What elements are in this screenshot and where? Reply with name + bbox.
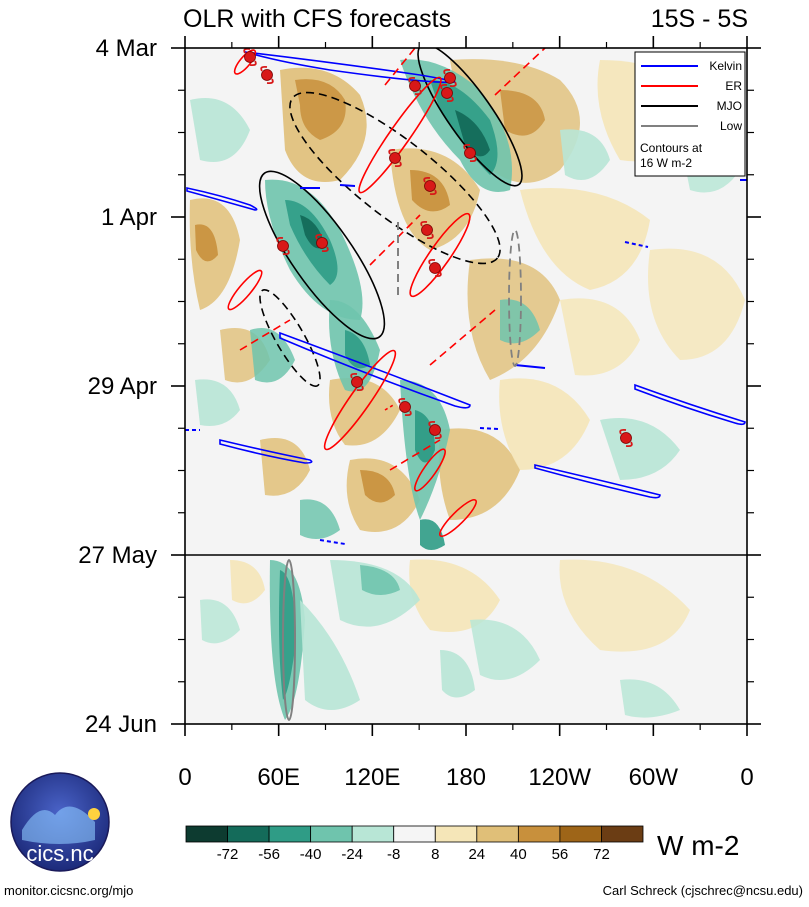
footer-credit: Carl Schreck (cjschrec@ncsu.edu) [603, 883, 803, 898]
tropical-cyclone-icon [398, 397, 412, 417]
legend-label-low: Low [720, 119, 742, 133]
colorbar-bin [351, 825, 395, 843]
y-tick-label: 29 Apr [88, 373, 157, 400]
tropical-cyclone-icon [350, 372, 364, 392]
olr-anomaly-field [189, 59, 745, 720]
tropical-cyclone-icon [443, 68, 457, 88]
tropical-cyclone-icon [428, 258, 442, 278]
x-tick-label: 0 [178, 764, 191, 791]
tropical-cyclone-icon [276, 236, 290, 256]
y-tick-labels: 4 Mar 1 Apr 29 Apr 27 May 24 Jun [78, 35, 157, 738]
cicsnc-logo: cics.nc [10, 772, 110, 872]
axis-ticks [171, 36, 761, 736]
colorbar-bin [434, 825, 478, 843]
x-tick-label: 60W [629, 764, 679, 791]
colorbar-tick-label: -40 [300, 846, 322, 863]
colorbar-bin [310, 825, 353, 843]
colorbar-tick-label: -56 [258, 846, 280, 863]
tropical-cyclone-icon [420, 220, 434, 240]
tropical-cyclone-icon [440, 83, 454, 103]
legend-label-kelvin: Kelvin [709, 59, 742, 73]
tropical-cyclone-icon [423, 176, 437, 196]
footer-url: monitor.cicsnc.org/mjo [4, 883, 133, 898]
chart-title: OLR with CFS forecasts [183, 5, 451, 33]
x-tick-labels: 0 60E 120E 180 120W 60W 0 [178, 764, 753, 791]
x-tick-label: 120W [528, 764, 591, 791]
tropical-cyclone-icon [619, 428, 633, 448]
colorbar-bin [559, 825, 602, 843]
tropical-cyclone-icon [388, 148, 402, 168]
legend: Kelvin ER MJO Low Contours at 16 W m-2 [634, 51, 746, 177]
legend-label-mjo: MJO [717, 99, 742, 113]
region-label: 15S - 5S [651, 5, 748, 33]
y-tick-label: 27 May [78, 542, 157, 569]
logo-text: cics.nc [26, 841, 93, 866]
x-tick-label: 60E [257, 764, 300, 791]
y-tick-label: 1 Apr [101, 204, 157, 231]
x-tick-label: 120E [344, 764, 400, 791]
legend-note-line2: 16 W m-2 [640, 156, 692, 170]
colorbar-bin [601, 825, 644, 843]
colorbar-bin [476, 825, 519, 843]
colorbar-tick-label: -8 [387, 846, 400, 863]
colorbar-bin [227, 825, 270, 843]
colorbar-tick-label: -72 [217, 846, 239, 863]
y-tick-label: 24 Jun [85, 711, 157, 738]
colorbar-tick-label: 40 [510, 846, 527, 863]
colorbar-units: W m-2 [657, 830, 739, 861]
y-tick-label: 4 Mar [96, 35, 157, 62]
colorbar-bin [185, 825, 228, 843]
colorbar-tick-label: 8 [431, 846, 439, 863]
x-tick-label: 0 [740, 764, 753, 791]
tropical-cyclone-icon [463, 143, 477, 163]
colorbar-tick-label: 56 [552, 846, 569, 863]
tropical-cyclone-icon [260, 65, 274, 85]
colorbar-tick-label: 24 [468, 846, 485, 863]
legend-label-er: ER [725, 79, 742, 93]
legend-note-line1: Contours at [640, 141, 703, 155]
tropical-cyclone-icon [315, 233, 329, 253]
colorbar-bin [268, 825, 312, 843]
colorbar-bin [393, 825, 436, 843]
tropical-cyclone-markers [243, 47, 633, 448]
colorbar-tick-label: -24 [341, 846, 363, 863]
tropical-cyclone-icon [408, 76, 422, 96]
colorbar: -72 -56 -40 -24 -8 8 24 40 56 72 [185, 825, 644, 863]
tropical-cyclone-icon [428, 420, 442, 440]
tropical-cyclone-icon [243, 47, 257, 67]
colorbar-bin [517, 825, 561, 843]
x-tick-label: 180 [446, 764, 486, 791]
colorbar-tick-label: 72 [593, 846, 610, 863]
